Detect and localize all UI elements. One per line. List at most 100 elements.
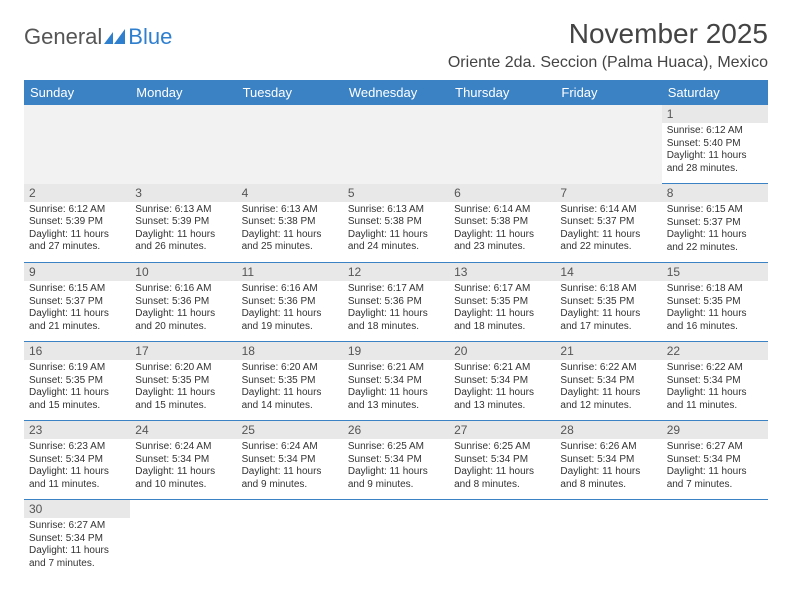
sunset-text: Sunset: 5:34 PM [242, 454, 338, 467]
sunset-text: Sunset: 5:36 PM [242, 296, 338, 309]
day-details: Sunrise: 6:13 AMSunset: 5:39 PMDaylight:… [130, 202, 236, 258]
day-details: Sunrise: 6:21 AMSunset: 5:34 PMDaylight:… [449, 360, 555, 416]
daylight-text-1: Daylight: 11 hours [29, 229, 125, 242]
day-number: 20 [449, 342, 555, 360]
daylight-text-2: and 14 minutes. [242, 400, 338, 413]
daylight-text-1: Daylight: 11 hours [454, 387, 550, 400]
day-number: 21 [555, 342, 661, 360]
calendar-cell: 19Sunrise: 6:21 AMSunset: 5:34 PMDayligh… [343, 342, 449, 421]
calendar-cell: 2Sunrise: 6:12 AMSunset: 5:39 PMDaylight… [24, 184, 130, 263]
day-number: 25 [237, 421, 343, 439]
day-details: Sunrise: 6:21 AMSunset: 5:34 PMDaylight:… [343, 360, 449, 416]
calendar-cell: 3Sunrise: 6:13 AMSunset: 5:39 PMDaylight… [130, 184, 236, 263]
day-details: Sunrise: 6:22 AMSunset: 5:34 PMDaylight:… [555, 360, 661, 416]
sunrise-text: Sunrise: 6:21 AM [454, 362, 550, 375]
day-details: Sunrise: 6:16 AMSunset: 5:36 PMDaylight:… [237, 281, 343, 337]
sunrise-text: Sunrise: 6:14 AM [454, 204, 550, 217]
daylight-text-2: and 9 minutes. [348, 479, 444, 492]
daylight-text-1: Daylight: 11 hours [454, 466, 550, 479]
calendar-cell: 8 Sunrise: 6:15 AMSunset: 5:37 PMDaylight… [662, 184, 768, 263]
header: GeneralBlue November 2025 Oriente 2da. S… [24, 18, 768, 72]
daylight-text-2: and 20 minutes. [135, 321, 231, 334]
sunrise-text: Sunrise: 6:15 AM [29, 283, 125, 296]
calendar-cell [24, 105, 130, 184]
daylight-text-1: Daylight: 11 hours [667, 229, 763, 242]
calendar-cell: 21Sunrise: 6:22 AMSunset: 5:34 PMDayligh… [555, 342, 661, 421]
sunset-text: Sunset: 5:39 PM [29, 216, 125, 229]
sunrise-text: Sunrise: 6:25 AM [454, 441, 550, 454]
sunset-text: Sunset: 5:34 PM [560, 375, 656, 388]
sunrise-text: Sunrise: 6:17 AM [454, 283, 550, 296]
daylight-text-2: and 23 minutes. [454, 241, 550, 254]
title-block: November 2025 Oriente 2da. Seccion (Palm… [448, 18, 768, 72]
daylight-text-2: and 8 minutes. [560, 479, 656, 492]
sunrise-text: Sunrise: 6:16 AM [242, 283, 338, 296]
calendar-cell: 15Sunrise: 6:18 AMSunset: 5:35 PMDayligh… [662, 263, 768, 342]
sunset-text: Sunset: 5:35 PM [560, 296, 656, 309]
sunset-text: Sunset: 5:36 PM [348, 296, 444, 309]
sunset-text: Sunset: 5:37 PM [29, 296, 125, 309]
day-details: Sunrise: 6:27 AMSunset: 5:34 PMDaylight:… [24, 518, 130, 574]
calendar-cell: 14Sunrise: 6:18 AMSunset: 5:35 PMDayligh… [555, 263, 661, 342]
calendar-cell [343, 105, 449, 184]
daylight-text-1: Daylight: 11 hours [135, 229, 231, 242]
sunrise-text: Sunrise: 6:13 AM [348, 204, 444, 217]
daylight-text-2: and 8 minutes. [454, 479, 550, 492]
day-details: Sunrise: 6:26 AMSunset: 5:34 PMDaylight:… [555, 439, 661, 495]
sunset-text: Sunset: 5:34 PM [29, 533, 125, 546]
calendar-cell: 25 Sunrise: 6:24 AMSunset: 5:34 PMDayligh… [237, 421, 343, 500]
calendar-cell: 30Sunrise: 6:27 AMSunset: 5:34 PMDayligh… [24, 500, 130, 579]
calendar-cell: 13Sunrise: 6:17 AMSunset: 5:35 PMDayligh… [449, 263, 555, 342]
calendar-cell: 23Sunrise: 6:23 AMSunset: 5:34 PMDayligh… [24, 421, 130, 500]
page-subtitle: Oriente 2da. Seccion (Palma Huaca), Mexi… [448, 54, 768, 72]
daylight-text-2: and 7 minutes. [667, 479, 763, 492]
sunset-text: Sunset: 5:34 PM [667, 454, 763, 467]
daylight-text-1: Daylight: 11 hours [242, 466, 338, 479]
day-number: 28 [555, 421, 661, 439]
sunrise-text: Sunrise: 6:16 AM [135, 283, 231, 296]
day-number: 24 [130, 421, 236, 439]
brand-text-2: Blue [128, 24, 172, 50]
daylight-text-1: Daylight: 11 hours [135, 387, 231, 400]
daylight-text-1: Daylight: 11 hours [242, 229, 338, 242]
day-number: 5 [343, 184, 449, 202]
day-number: 27 [449, 421, 555, 439]
calendar-cell: 9Sunrise: 6:15 AMSunset: 5:37 PMDaylight… [24, 263, 130, 342]
sunset-text: Sunset: 5:37 PM [667, 217, 763, 230]
sunrise-text: Sunrise: 6:15 AM [667, 204, 763, 217]
day-number: 19 [343, 342, 449, 360]
calendar-cell [449, 105, 555, 184]
day-details: Sunrise: 6:12 AMSunset: 5:39 PMDaylight:… [24, 202, 130, 258]
day-number: 10 [130, 263, 236, 281]
sunrise-text: Sunrise: 6:22 AM [667, 362, 763, 375]
daylight-text-1: Daylight: 11 hours [560, 387, 656, 400]
sunrise-text: Sunrise: 6:24 AM [242, 441, 338, 454]
day-number: 15 [662, 263, 768, 281]
col-wednesday: Wednesday [343, 80, 449, 105]
day-details: Sunrise: 6:17 AMSunset: 5:36 PMDaylight:… [343, 281, 449, 337]
sunset-text: Sunset: 5:35 PM [667, 296, 763, 309]
sunset-text: Sunset: 5:34 PM [135, 454, 231, 467]
day-details: Sunrise: 6:20 AMSunset: 5:35 PMDaylight:… [130, 360, 236, 416]
daylight-text-1: Daylight: 11 hours [135, 308, 231, 321]
daylight-text-1: Daylight: 11 hours [667, 387, 763, 400]
day-number: 7 [555, 184, 661, 202]
daylight-text-1: Daylight: 11 hours [667, 308, 763, 321]
daylight-text-2: and 21 minutes. [29, 321, 125, 334]
calendar-cell: 17Sunrise: 6:20 AMSunset: 5:35 PMDayligh… [130, 342, 236, 421]
day-details: Sunrise: 6:18 AMSunset: 5:35 PMDaylight:… [555, 281, 661, 337]
sunrise-text: Sunrise: 6:20 AM [135, 362, 231, 375]
sunset-text: Sunset: 5:34 PM [29, 454, 125, 467]
day-number: 8 [662, 184, 768, 202]
sunset-text: Sunset: 5:34 PM [454, 375, 550, 388]
calendar-cell [343, 500, 449, 579]
sunset-text: Sunset: 5:36 PM [135, 296, 231, 309]
day-number: 12 [343, 263, 449, 281]
sunset-text: Sunset: 5:35 PM [29, 375, 125, 388]
calendar-week-row: 16Sunrise: 6:19 AMSunset: 5:35 PMDayligh… [24, 342, 768, 421]
day-number: 3 [130, 184, 236, 202]
day-details: Sunrise: 6:18 AMSunset: 5:35 PMDaylight:… [662, 281, 768, 337]
day-details: Sunrise: 6:17 AMSunset: 5:35 PMDaylight:… [449, 281, 555, 337]
calendar-cell [449, 500, 555, 579]
day-details: Sunrise: 6:24 AMSunset: 5:34 PMDaylight:… [130, 439, 236, 495]
